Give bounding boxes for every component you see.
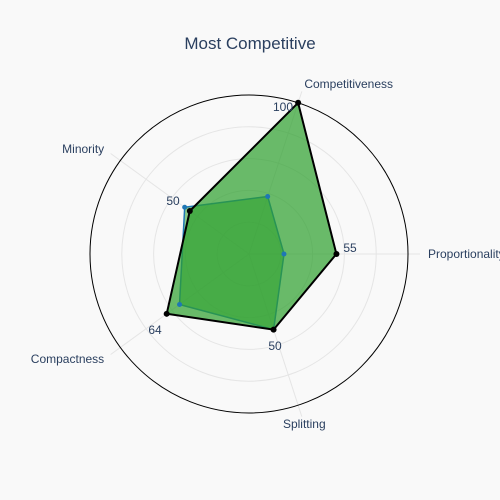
value-label-proportionality: 55 [343, 241, 357, 255]
series-1-point-competitiveness [265, 194, 270, 199]
value-label-minority: 50 [166, 194, 180, 208]
axis-label-proportionality: Proportionality [428, 247, 500, 261]
series-2-point-proportionality [333, 251, 339, 257]
series-1-point-minority [182, 205, 187, 210]
axis-label-splitting: Splitting [283, 417, 326, 431]
series-2-point-minority [187, 208, 193, 214]
series-2-point-compactness [164, 311, 170, 317]
series-2-area [167, 103, 337, 330]
value-label-compactness: 64 [148, 323, 162, 337]
series-1-point-compactness [177, 302, 182, 307]
series-1-point-proportionality [281, 252, 286, 257]
value-label-splitting: 50 [268, 339, 282, 353]
axis-label-minority: Minority [62, 142, 104, 156]
value-label-competitiveness: 100 [273, 100, 293, 114]
axis-label-competitiveness: Competitiveness [304, 77, 393, 91]
series-2-point-competitiveness [295, 100, 301, 106]
axis-label-compactness: Compactness [31, 352, 104, 366]
series-2-point-splitting [271, 327, 277, 333]
